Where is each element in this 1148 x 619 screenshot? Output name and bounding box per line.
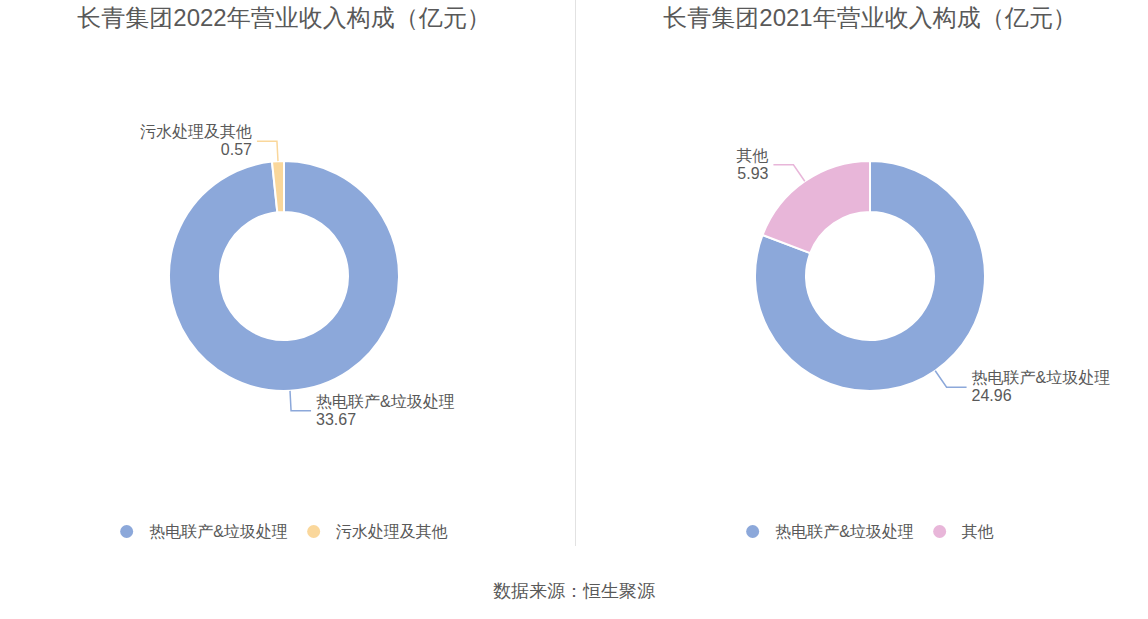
legend-dot-icon	[120, 525, 133, 538]
legend-2022: 热电联产&垃圾处理 污水处理及其他	[120, 522, 448, 541]
legend-label: 污水处理及其他	[336, 522, 448, 541]
slice-label-value: 33.67	[316, 411, 455, 429]
legend-2021: 热电联产&垃圾处理 其他	[746, 522, 994, 541]
donut-svg	[0, 0, 574, 560]
slice-label: 热电联产&垃圾处理24.96	[972, 369, 1111, 405]
legend-item[interactable]: 其他	[933, 522, 994, 541]
data-source-note: 数据来源：恒生聚源	[0, 578, 1148, 604]
slice-label-name: 其他	[736, 147, 768, 165]
slice-label: 热电联产&垃圾处理33.67	[316, 393, 455, 429]
donut-svg	[574, 0, 1148, 560]
legend-label: 热电联产&垃圾处理	[149, 522, 288, 541]
slice-label-value: 24.96	[972, 387, 1111, 405]
legend-label: 热电联产&垃圾处理	[775, 522, 914, 541]
legend-item[interactable]: 热电联产&垃圾处理	[120, 522, 288, 541]
pie-slice[interactable]	[763, 161, 870, 253]
slice-label-name: 热电联产&垃圾处理	[316, 393, 455, 411]
legend-item[interactable]: 热电联产&垃圾处理	[746, 522, 914, 541]
donut-plot-2021	[574, 0, 1148, 560]
chart-panel-2022: 长青集团2022年营业收入构成（亿元） 热电联产&垃圾处理污水处理及其他 热电联…	[0, 0, 574, 560]
legend-label: 其他	[962, 522, 994, 541]
legend-item[interactable]: 污水处理及其他	[307, 522, 448, 541]
label-leader-line	[935, 371, 966, 387]
slice-label-name: 污水处理及其他	[140, 123, 252, 141]
legend-dot-icon	[933, 525, 946, 538]
panel-divider	[575, 0, 576, 546]
slice-label-value: 0.57	[140, 141, 252, 159]
slice-label: 污水处理及其他0.57	[140, 123, 252, 159]
slice-label-value: 5.93	[736, 165, 768, 183]
label-leader-line	[290, 391, 311, 411]
slice-label: 其他5.93	[736, 147, 768, 183]
legend-dot-icon	[307, 525, 320, 538]
slice-label-name: 热电联产&垃圾处理	[972, 369, 1111, 387]
legend-dot-icon	[746, 525, 759, 538]
donut-plot-2022	[0, 0, 574, 560]
dual-donut-report: 长青集团2022年营业收入构成（亿元） 热电联产&垃圾处理污水处理及其他 热电联…	[0, 0, 1148, 619]
label-leader-line	[773, 165, 804, 181]
label-leader-line	[257, 141, 278, 161]
chart-panel-2021: 长青集团2021年营业收入构成（亿元） 热电联产&垃圾处理其他 热电联产&垃圾处…	[574, 0, 1148, 560]
